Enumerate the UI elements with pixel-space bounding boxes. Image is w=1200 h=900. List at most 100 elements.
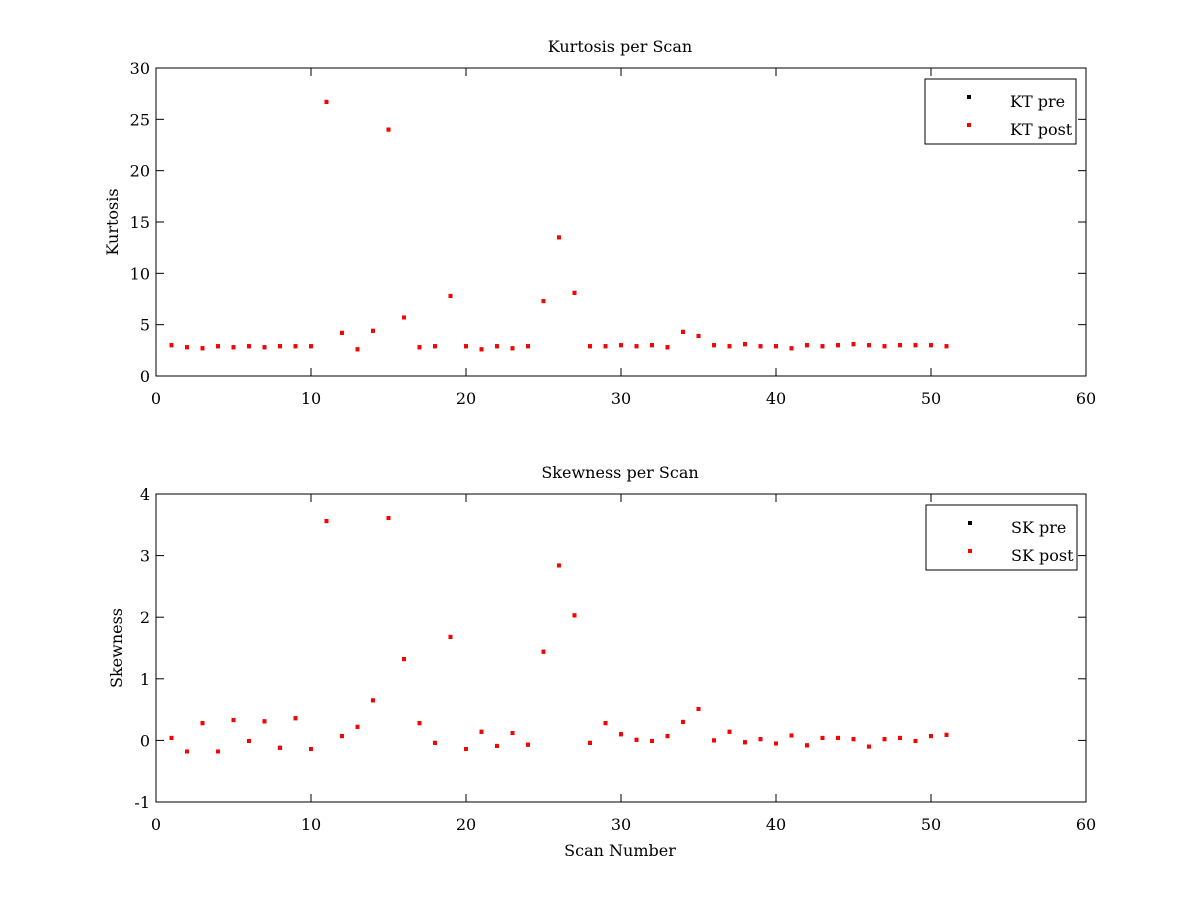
- x-tick-label: 10: [301, 815, 321, 834]
- point-sk-post: [572, 613, 577, 618]
- point-kt-post: [340, 330, 344, 335]
- point-kt-post: [913, 343, 918, 348]
- kurtosis-legend: KT pre KT post: [924, 78, 1077, 145]
- point-sk-post: [836, 735, 840, 740]
- point-kt-post: [231, 345, 236, 350]
- point-sk-post: [867, 744, 871, 749]
- point-sk-post: [650, 739, 654, 744]
- x-tick-label: 20: [456, 815, 476, 834]
- point-sk-post: [216, 749, 220, 754]
- y-tick-label: -1: [134, 793, 150, 812]
- kurtosis-points: [169, 99, 949, 352]
- point-kt-post: [464, 344, 468, 349]
- point-kt-post: [867, 343, 871, 348]
- point-kt-post: [402, 315, 406, 320]
- point-sk-post: [665, 734, 670, 739]
- x-tick-label: 0: [151, 389, 161, 408]
- point-sk-post: [944, 732, 949, 737]
- skewness-title: Skewness per Scan: [541, 463, 698, 482]
- point-sk-post: [479, 729, 484, 734]
- point-sk-post: [541, 649, 546, 654]
- point-sk-post: [619, 732, 623, 737]
- y-tick-label: 0: [140, 367, 150, 386]
- point-sk-post: [789, 733, 794, 738]
- point-kt-post: [898, 343, 902, 348]
- y-tick-label: 0: [140, 731, 150, 750]
- point-kt-post: [588, 344, 592, 349]
- point-sk-post: [340, 734, 344, 739]
- kurtosis-y-label: Kurtosis: [103, 188, 122, 255]
- point-sk-post: [929, 734, 933, 739]
- point-kt-post: [541, 299, 546, 304]
- x-tick-label: 50: [921, 815, 941, 834]
- y-tick-label: 5: [140, 316, 150, 335]
- point-sk-post: [433, 740, 437, 745]
- point-kt-post: [262, 345, 267, 350]
- x-tick-label: 50: [921, 389, 941, 408]
- point-kt-post: [386, 127, 391, 132]
- point-sk-post: [293, 716, 298, 721]
- point-kt-post: [743, 342, 747, 347]
- point-kt-post: [789, 346, 794, 351]
- point-sk-post: [696, 706, 701, 711]
- point-kt-post: [526, 344, 530, 349]
- point-sk-post: [851, 737, 856, 742]
- kurtosis-legend-box: [924, 78, 1077, 145]
- point-kt-post: [650, 343, 654, 348]
- point-kt-post: [758, 344, 763, 349]
- point-kt-post: [944, 344, 949, 349]
- point-sk-post: [805, 743, 809, 748]
- point-kt-post: [371, 328, 375, 333]
- legend-marker-kt-post: [967, 123, 971, 127]
- kurtosis-panel: Kurtosis per Scan 0 10 20 30 40 50 60 0 5 10 15 20 2…: [103, 37, 1096, 408]
- x-tick-label: 60: [1076, 389, 1096, 408]
- point-sk-post: [309, 747, 313, 752]
- point-kt-post: [603, 344, 608, 349]
- point-kt-post: [278, 344, 282, 349]
- point-sk-post: [510, 731, 515, 736]
- point-sk-post: [712, 738, 716, 743]
- point-kt-post: [309, 344, 313, 349]
- point-kt-post: [882, 344, 887, 349]
- y-tick-label: 20: [130, 162, 150, 181]
- kurtosis-title: Kurtosis per Scan: [548, 37, 692, 56]
- point-sk-post: [557, 563, 561, 568]
- point-kt-post: [712, 343, 716, 348]
- legend-marker-kt-pre: [967, 95, 971, 99]
- point-sk-post: [448, 634, 453, 639]
- point-kt-post: [774, 344, 778, 349]
- x-tick-label: 30: [611, 389, 631, 408]
- y-tick-label: 2: [140, 608, 150, 627]
- point-sk-post: [200, 721, 205, 726]
- y-tick-label: 25: [130, 110, 150, 129]
- y-tick-label: 1: [140, 670, 150, 689]
- point-sk-post: [820, 735, 825, 740]
- point-kt-post: [805, 343, 809, 348]
- y-tick-label: 15: [130, 213, 150, 232]
- x-tick-label: 20: [456, 389, 476, 408]
- skewness-y-label: Skewness: [107, 608, 126, 688]
- y-tick-label: 10: [130, 264, 150, 283]
- point-sk-post: [898, 735, 902, 740]
- point-sk-post: [324, 519, 329, 524]
- point-kt-post: [169, 343, 174, 348]
- point-kt-post: [665, 345, 670, 350]
- point-kt-post: [727, 344, 732, 349]
- point-sk-post: [588, 740, 592, 745]
- point-sk-post: [913, 739, 918, 744]
- point-sk-post: [386, 516, 391, 521]
- skewness-legend-box: [925, 504, 1078, 571]
- kurtosis-ticks: 0 10 20 30 40 50 60 0 5 10 15 20 25 30: [130, 59, 1097, 408]
- point-sk-post: [371, 698, 375, 703]
- point-sk-post: [681, 719, 685, 724]
- y-tick-label: 3: [140, 547, 150, 566]
- point-sk-post: [402, 657, 406, 662]
- point-kt-post: [324, 99, 329, 104]
- point-sk-post: [247, 739, 251, 744]
- point-kt-post: [448, 293, 453, 298]
- legend-marker-sk-post: [968, 549, 972, 553]
- skewness-points: [169, 516, 949, 754]
- point-sk-post: [417, 721, 422, 726]
